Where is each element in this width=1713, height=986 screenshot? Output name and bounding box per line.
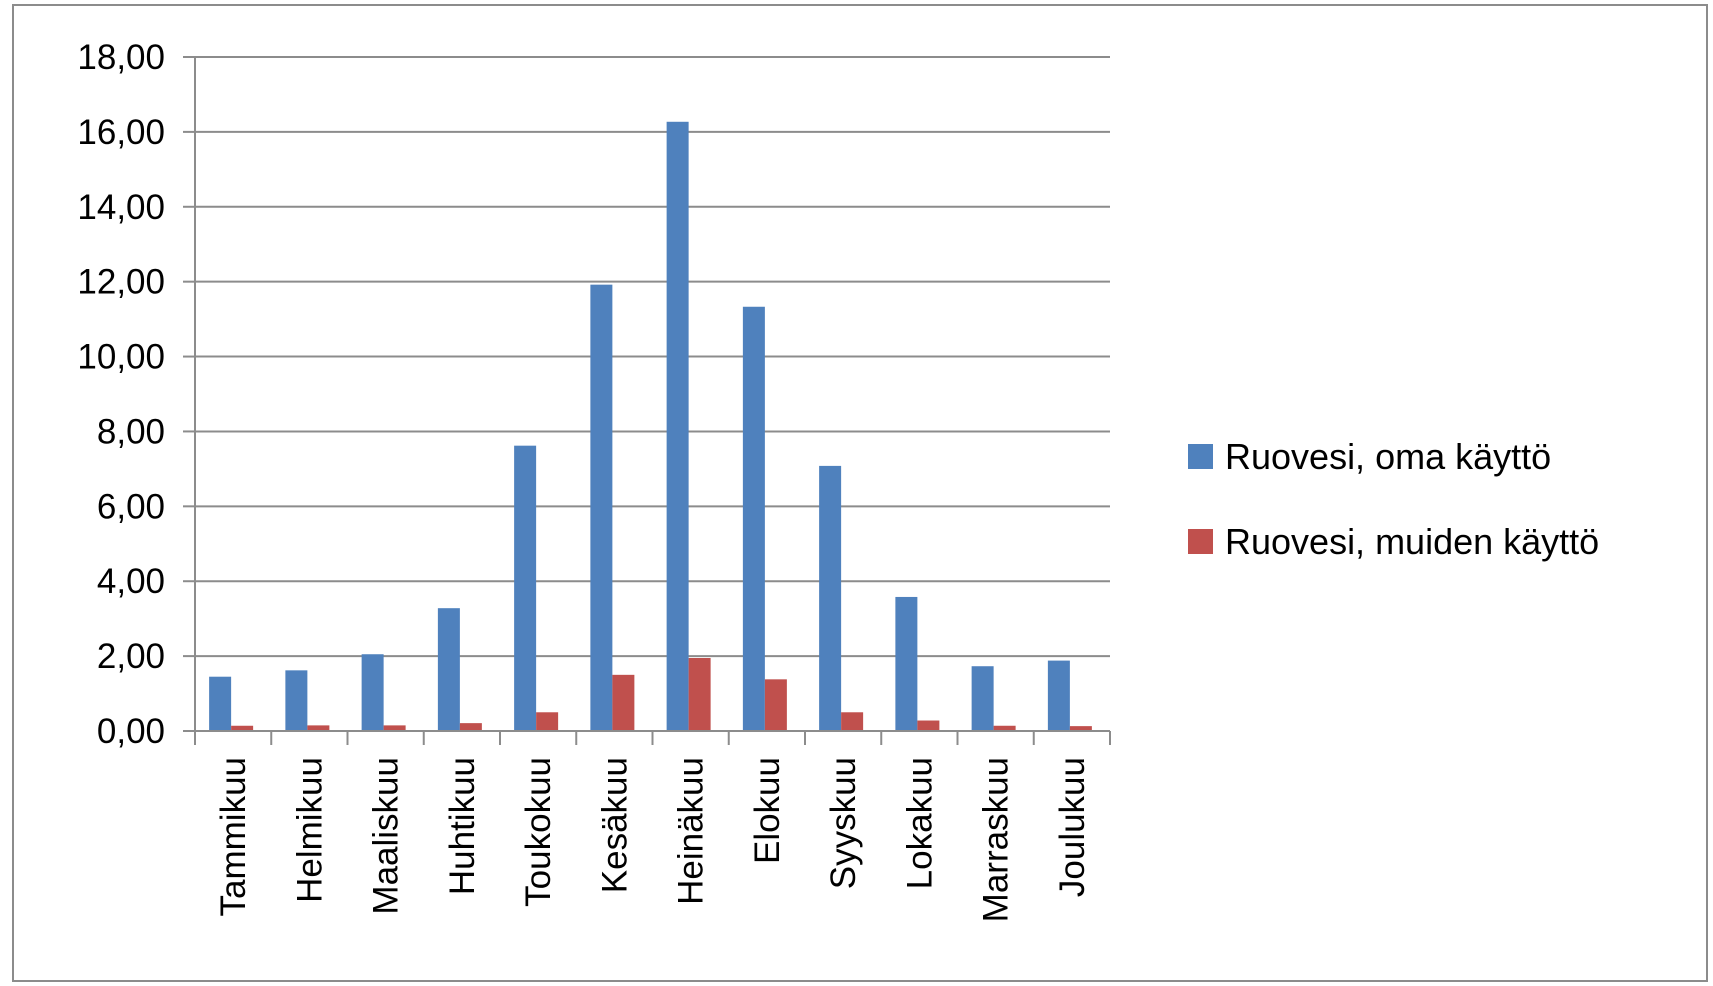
bar — [231, 725, 254, 731]
legend-label: Ruovesi, oma käyttö — [1225, 436, 1551, 477]
bar — [209, 676, 232, 731]
x-tick-label: Heinäkuu — [672, 757, 711, 905]
x-tick-labels: Tammikuu Helmikuu Maaliskuu Huhtikuu Toukoku… — [214, 757, 1092, 922]
y-tick-label: 2,00 — [97, 637, 165, 676]
axes — [183, 56, 1111, 745]
x-tick-label: Toukokuu — [519, 757, 558, 907]
x-tick-label: Kesäkuu — [595, 757, 634, 893]
gridlines — [195, 56, 1110, 658]
legend-label: Ruovesi, muiden käyttö — [1225, 521, 1599, 562]
bar — [993, 725, 1016, 731]
bar — [895, 596, 918, 731]
y-tick-label: 18,00 — [77, 38, 165, 77]
bar — [1047, 660, 1070, 731]
bar — [819, 465, 842, 731]
bar — [307, 725, 330, 731]
bar — [437, 608, 460, 731]
bar — [688, 657, 711, 731]
x-tick-label: Maaliskuu — [367, 757, 406, 915]
y-tick-label: 4,00 — [97, 562, 165, 601]
bar — [361, 654, 384, 731]
x-tick-label: Marraskuu — [977, 757, 1016, 922]
bar — [590, 284, 613, 731]
y-tick-label: 8,00 — [97, 412, 165, 451]
bar — [666, 121, 689, 732]
bar — [612, 674, 635, 731]
bars — [209, 121, 1092, 732]
y-tick-label: 14,00 — [77, 188, 165, 227]
legend: Ruovesi, oma käyttö Ruovesi, muiden käytt… — [1188, 436, 1599, 562]
y-tick-labels: 0,00 2,00 4,00 6,00 8,00 10,00 12,00 14,00 16,00… — [77, 38, 165, 751]
x-tick-label: Tammikuu — [214, 757, 253, 916]
y-tick-label: 16,00 — [77, 113, 165, 152]
bar — [917, 720, 940, 731]
bar — [514, 445, 537, 731]
x-tick-label: Syyskuu — [824, 757, 863, 889]
x-tick-label: Lokakuu — [900, 757, 939, 889]
bar — [971, 666, 994, 731]
x-tick-label: Joulukuu — [1053, 757, 1092, 897]
legend-swatch — [1188, 529, 1213, 554]
y-tick-label: 0,00 — [97, 712, 165, 751]
chart-frame — [12, 4, 1708, 982]
y-tick-label: 6,00 — [97, 487, 165, 526]
legend-swatch — [1188, 444, 1213, 469]
bar — [285, 670, 308, 731]
x-tick-label: Elokuu — [748, 757, 787, 864]
bar — [459, 723, 482, 731]
y-tick-label: 12,00 — [77, 263, 165, 302]
bar — [383, 725, 406, 731]
bar — [841, 712, 864, 731]
bar — [1069, 726, 1092, 731]
bar — [536, 712, 559, 731]
bar — [764, 679, 787, 731]
bar — [742, 306, 765, 731]
x-tick-label: Helmikuu — [290, 757, 329, 903]
x-tick-label: Huhtikuu — [443, 757, 482, 895]
y-tick-label: 10,00 — [77, 338, 165, 377]
